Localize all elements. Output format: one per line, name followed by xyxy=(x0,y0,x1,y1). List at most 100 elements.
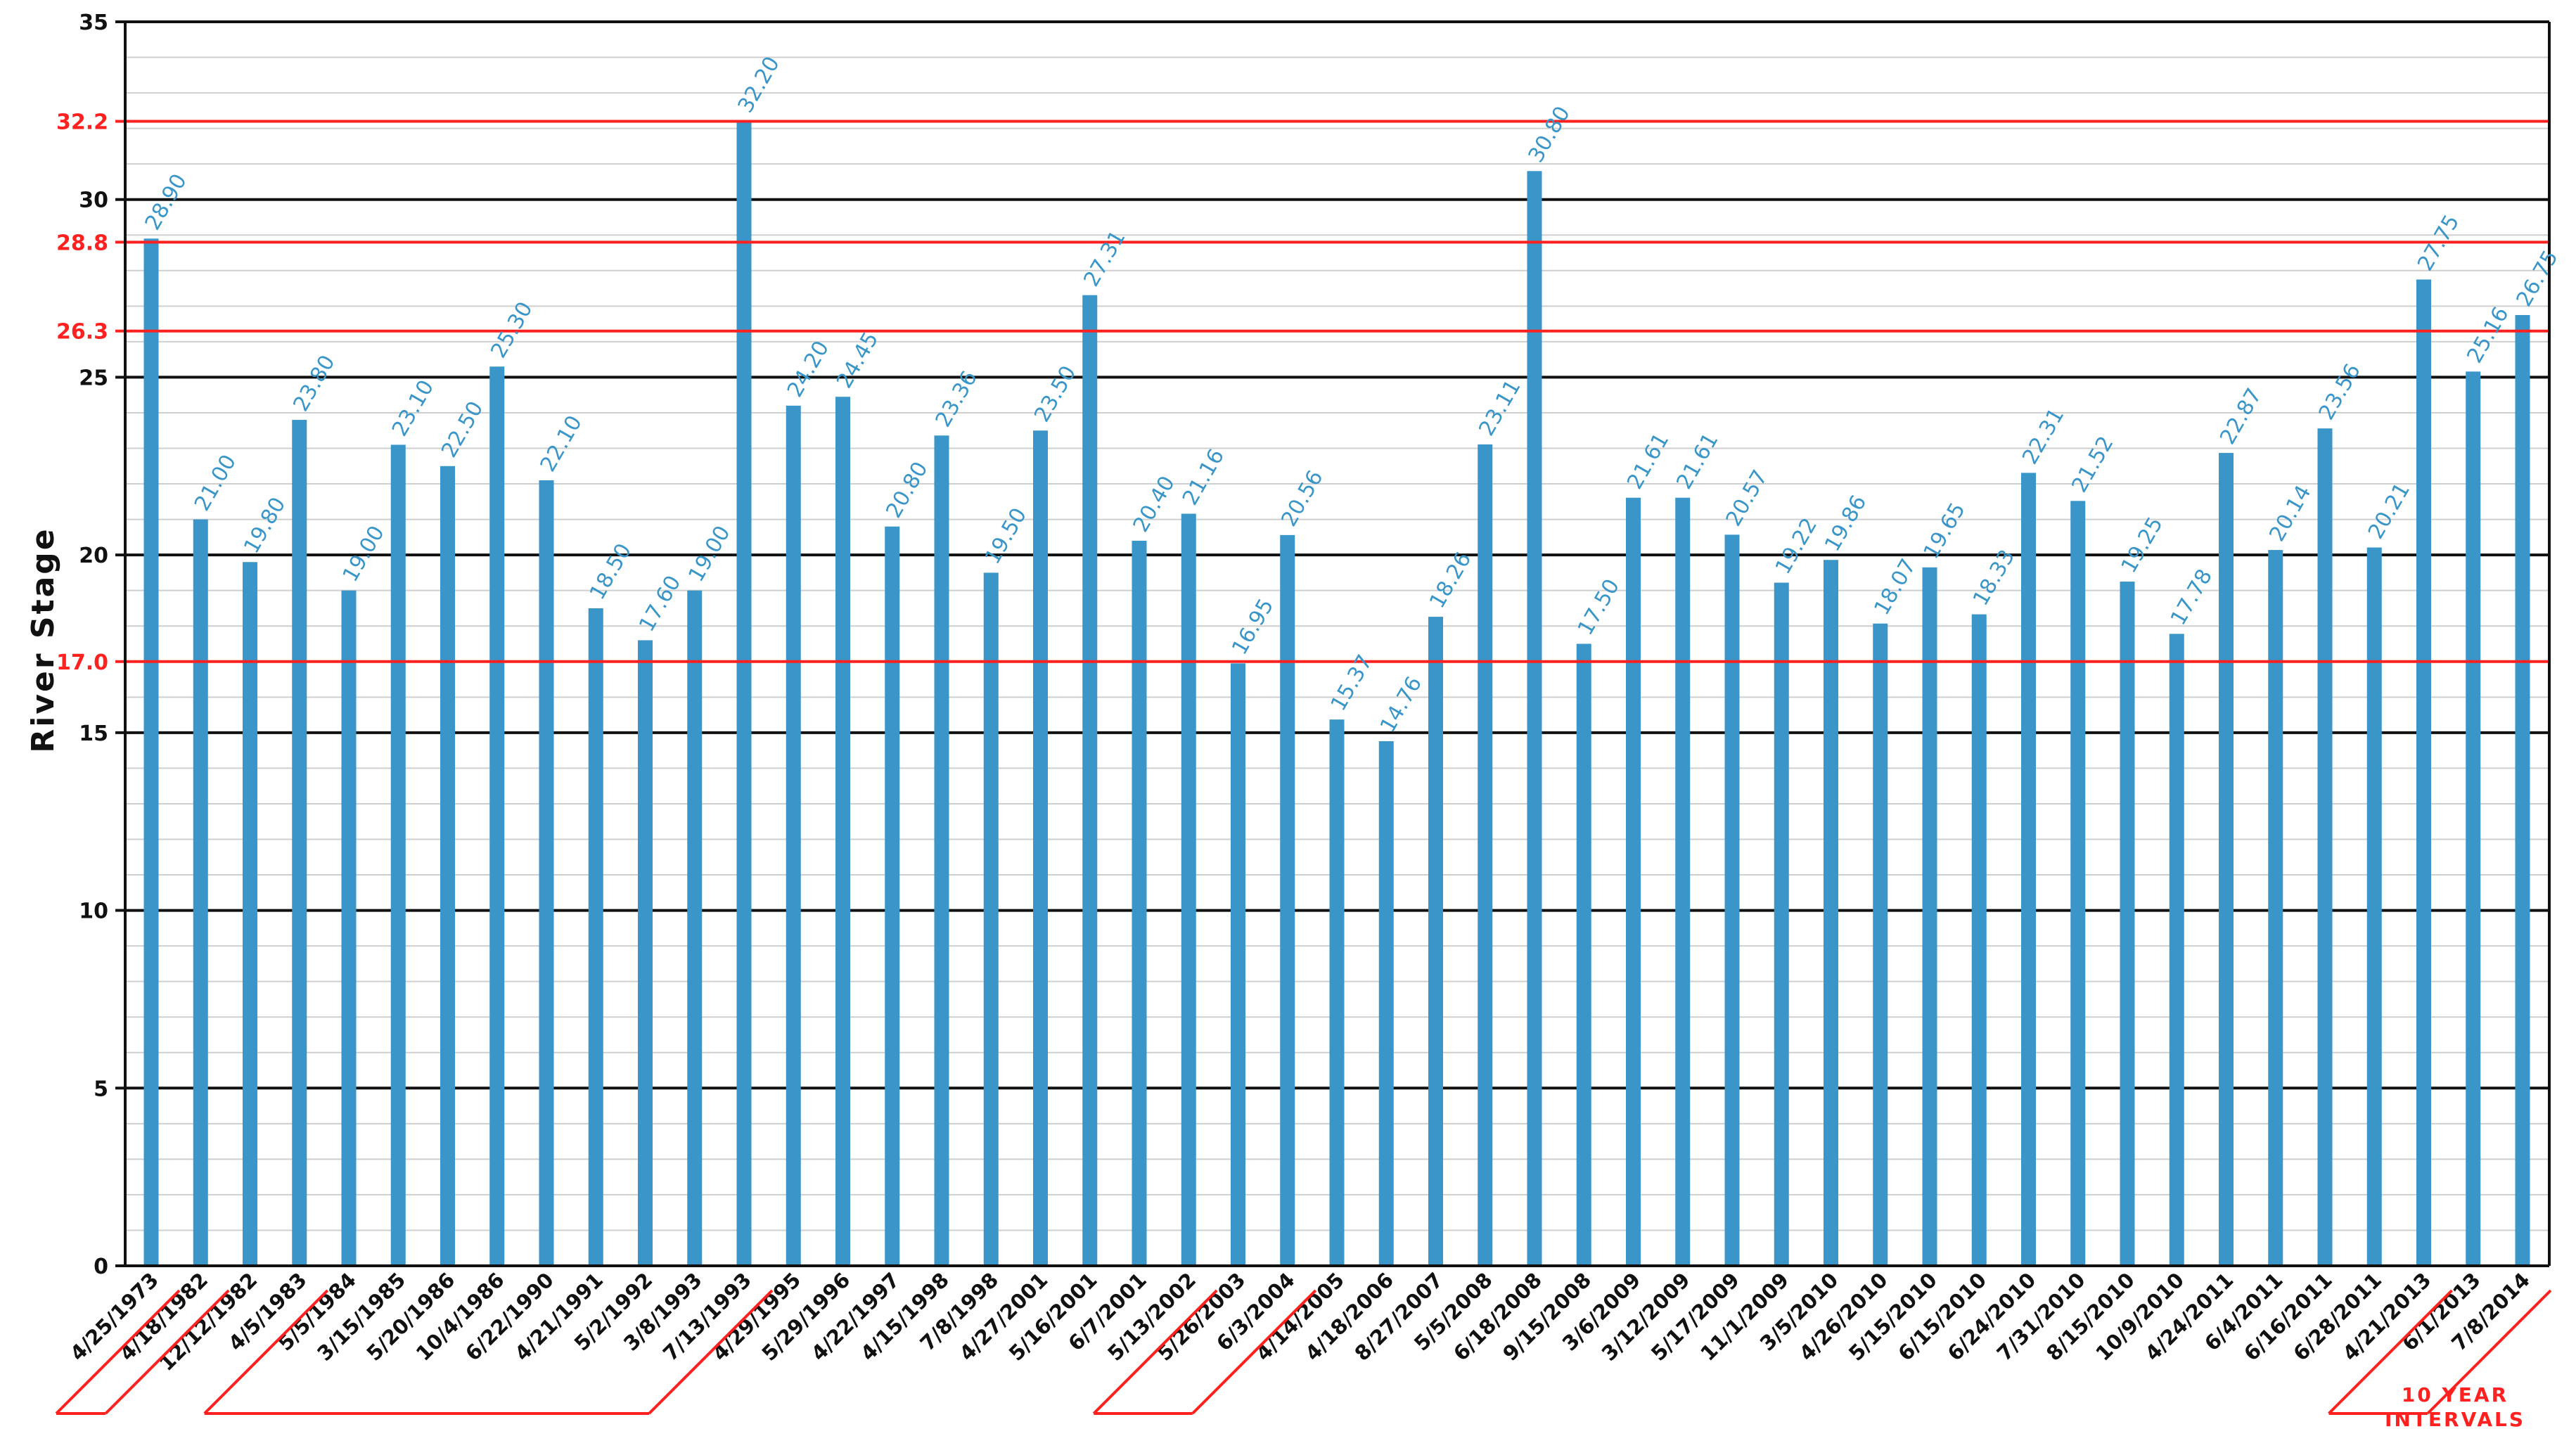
data-label: 19.50 xyxy=(980,504,1032,569)
interval-bracket-diagonal xyxy=(2328,1289,2453,1415)
bar xyxy=(1824,560,1838,1266)
interval-markers xyxy=(55,1289,2552,1415)
bar xyxy=(341,590,357,1266)
y-tick-label: 0 xyxy=(94,1255,108,1279)
axes xyxy=(124,22,2551,1267)
bar xyxy=(2416,279,2431,1267)
bar xyxy=(1527,171,1542,1266)
data-label: 26.75 xyxy=(2512,246,2563,311)
data-label: 21.52 xyxy=(2067,432,2118,496)
bar xyxy=(2317,428,2333,1267)
reference-line-label: 17.0 xyxy=(56,650,108,675)
bar xyxy=(1922,567,1937,1266)
bar xyxy=(1675,497,1691,1267)
interval-bracket-diagonal xyxy=(2426,1289,2552,1415)
data-label: 19.86 xyxy=(1820,491,1871,556)
bars xyxy=(143,121,2530,1267)
bar xyxy=(934,435,949,1266)
y-axis-label: River Stage xyxy=(25,527,61,752)
bar xyxy=(983,572,999,1266)
bar xyxy=(1280,534,1295,1266)
bar xyxy=(1231,663,1245,1266)
y-tick-label: 25 xyxy=(79,366,108,390)
data-label: 20.40 xyxy=(1129,472,1180,537)
data-label: 32.20 xyxy=(733,53,785,117)
reference-lines xyxy=(115,120,2549,663)
bar xyxy=(1329,719,1345,1266)
interval-bracket-diagonal xyxy=(648,1289,774,1415)
bar xyxy=(1428,617,1443,1266)
data-label: 19.25 xyxy=(2117,513,2168,577)
data-label: 18.50 xyxy=(585,539,636,604)
bar xyxy=(1033,430,1048,1266)
data-label: 20.14 xyxy=(2264,481,2316,546)
bar xyxy=(1082,295,1098,1266)
data-label: 21.16 xyxy=(1178,445,1229,510)
bar xyxy=(687,590,703,1266)
bar xyxy=(143,238,159,1267)
bar xyxy=(1774,582,1789,1266)
y-tick-label: 30 xyxy=(79,188,108,213)
bar xyxy=(2366,547,2382,1266)
data-label: 21.00 xyxy=(190,451,241,515)
bar xyxy=(2515,314,2530,1267)
bar xyxy=(292,420,307,1266)
y-tick-label: 20 xyxy=(79,544,108,568)
interval-note-line2: INTERVALS xyxy=(2385,1408,2525,1431)
y-tick-label: 5 xyxy=(94,1077,108,1101)
data-label: 20.56 xyxy=(1276,466,1328,531)
data-label: 16.95 xyxy=(1227,594,1279,659)
data-label: 18.07 xyxy=(1869,555,1921,620)
bar xyxy=(786,405,801,1267)
data-label: 30.80 xyxy=(1524,102,1575,167)
bar xyxy=(539,480,554,1266)
y-tick-labels: 0 5 10 15 20 25 30 35 32.2 28.8 26.3 17.0 xyxy=(56,11,108,1279)
bar xyxy=(588,608,603,1266)
bar xyxy=(2021,473,2036,1266)
y-tick-label: 10 xyxy=(79,899,108,924)
data-label: 22.50 xyxy=(437,397,488,462)
data-label: 23.11 xyxy=(1474,376,1525,440)
interval-bracket-diagonal xyxy=(1191,1289,1317,1415)
bar xyxy=(2219,453,2234,1266)
bar xyxy=(835,397,850,1266)
data-label: 19.65 xyxy=(1919,499,1971,563)
data-label: 19.80 xyxy=(239,493,290,558)
bar xyxy=(489,366,505,1267)
data-label: 28.90 xyxy=(141,169,192,234)
interval-bracket-diagonal xyxy=(104,1289,230,1415)
data-label: 23.56 xyxy=(2314,359,2366,424)
data-label: 25.16 xyxy=(2462,302,2513,367)
data-label: 17.78 xyxy=(2166,565,2217,629)
data-label: 20.21 xyxy=(2364,479,2415,544)
reference-line-label: 26.3 xyxy=(56,320,108,345)
x-tick-labels: 4/25/19734/18/198212/12/19824/5/19835/5/… xyxy=(65,1268,2535,1376)
bar xyxy=(885,526,900,1267)
reference-line-label: 32.2 xyxy=(56,110,108,135)
data-label: 22.10 xyxy=(536,411,587,476)
bar xyxy=(2466,371,2481,1266)
data-label: 24.20 xyxy=(783,337,834,402)
y-tick-label: 35 xyxy=(79,11,108,35)
data-label: 23.80 xyxy=(288,351,340,416)
data-label: 20.80 xyxy=(881,458,933,523)
interval-note-line1: 10 YEAR xyxy=(2402,1383,2508,1406)
bar xyxy=(1132,540,1147,1266)
interval-bracket-diagonal xyxy=(55,1289,181,1415)
bar xyxy=(193,519,208,1266)
bar xyxy=(1181,513,1196,1266)
bar xyxy=(1724,534,1740,1266)
bar xyxy=(1626,497,1641,1267)
bar xyxy=(1378,741,1394,1266)
bar xyxy=(390,444,406,1267)
reference-line-label: 28.8 xyxy=(56,231,108,255)
data-label: 24.45 xyxy=(832,328,883,392)
data-label: 18.26 xyxy=(1425,548,1476,613)
bar xyxy=(2169,634,2184,1266)
interval-note: 10 YEAR INTERVALS xyxy=(2385,1383,2525,1431)
bar xyxy=(638,640,653,1266)
data-label: 17.50 xyxy=(1573,575,1625,640)
bar xyxy=(1478,444,1493,1266)
bar xyxy=(736,121,752,1266)
